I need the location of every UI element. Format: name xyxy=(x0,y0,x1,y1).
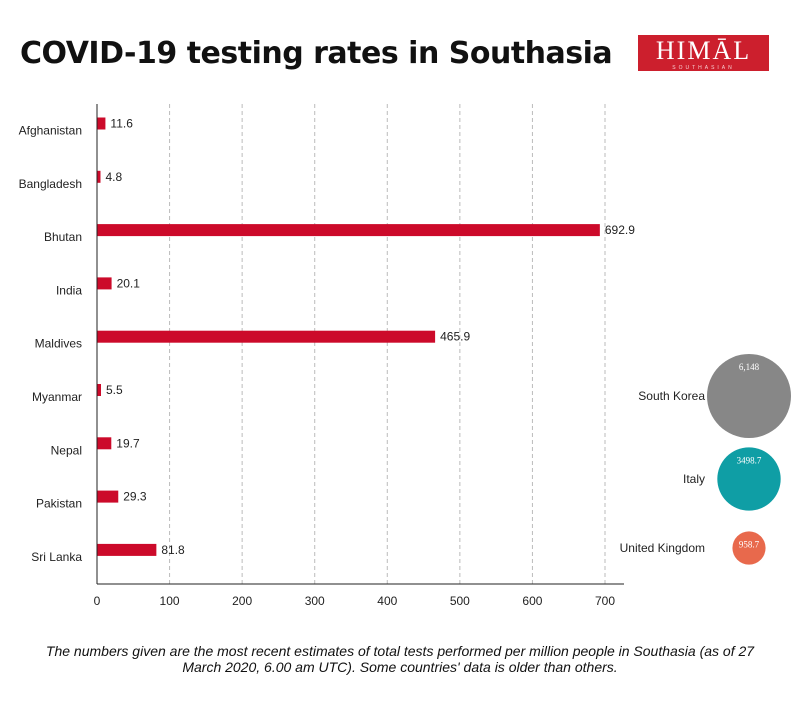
bar xyxy=(97,543,157,556)
category-label: Maldives xyxy=(35,337,82,351)
comparison-bubbles: 6,148 South Korea 3498.7 Italy 958.7 United K… xyxy=(620,354,791,565)
x-tick-label: 700 xyxy=(595,594,615,608)
bubble-country-label: South Korea xyxy=(638,389,705,403)
x-tick-label: 100 xyxy=(160,594,180,608)
bar-value-label: 465.9 xyxy=(440,330,470,344)
x-tick-label: 400 xyxy=(377,594,397,608)
x-tick-label: 200 xyxy=(232,594,252,608)
bar-chart: 11.6 4.8 692.9 20.1 465.9 5.5 19.7 29.3 81.8 0 10… xyxy=(19,104,791,608)
category-label: Sri Lanka xyxy=(31,550,82,564)
bubble-value-label: 3498.7 xyxy=(737,455,762,465)
category-label: Myanmar xyxy=(32,390,82,404)
bar xyxy=(97,330,436,343)
bubble-value-label: 958.7 xyxy=(739,539,760,549)
bar xyxy=(97,117,106,130)
x-tick-label: 500 xyxy=(450,594,470,608)
category-label: Pakistan xyxy=(36,497,82,511)
bubble-value-label: 6,148 xyxy=(739,362,760,372)
bar xyxy=(97,437,112,450)
bar xyxy=(97,384,101,396)
bar xyxy=(97,490,119,503)
bar-value-label: 4.8 xyxy=(105,170,122,184)
x-tick-label: 0 xyxy=(94,594,101,608)
category-label: Afghanistan xyxy=(19,124,82,138)
bar-value-label: 29.3 xyxy=(123,490,147,504)
bar xyxy=(97,170,101,183)
logo-subtitle: SOUTHASIAN xyxy=(672,65,735,71)
chart-title: COVID-19 testing rates in Southasia xyxy=(20,36,613,71)
comparison-bubble xyxy=(732,531,766,565)
category-label: Nepal xyxy=(51,443,82,457)
bar-value-label: 11.6 xyxy=(110,117,133,131)
bar-value-label: 19.7 xyxy=(116,436,140,450)
axes-group: 0 100 200 300 400 500 600 700 Afghanistan Banglad… xyxy=(19,104,624,608)
comparison-bubble xyxy=(717,447,781,511)
grid-lines xyxy=(169,104,606,584)
bubble-country-label: United Kingdom xyxy=(620,541,705,555)
x-tick-label: 600 xyxy=(522,594,542,608)
bar xyxy=(97,224,600,237)
bar-value-label: 5.5 xyxy=(106,383,123,397)
bars-group: 11.6 4.8 692.9 20.1 465.9 5.5 19.7 29.3 81.8 xyxy=(97,117,635,557)
bar xyxy=(97,277,112,290)
bar-value-label: 20.1 xyxy=(117,276,141,290)
footnote: The numbers given are the most recent es… xyxy=(45,643,755,675)
category-label: India xyxy=(56,283,82,297)
x-tick-label: 300 xyxy=(305,594,325,608)
comparison-bubble xyxy=(707,354,791,438)
category-label: Bhutan xyxy=(44,230,82,244)
logo-wordmark: HIMĀL xyxy=(655,36,752,65)
category-label: Bangladesh xyxy=(19,177,82,191)
bubble-country-label: Italy xyxy=(683,472,705,486)
bar-value-label: 692.9 xyxy=(605,223,635,237)
himal-logo: HIMĀL SOUTHASIAN xyxy=(638,35,769,71)
bar-value-label: 81.8 xyxy=(161,543,185,557)
